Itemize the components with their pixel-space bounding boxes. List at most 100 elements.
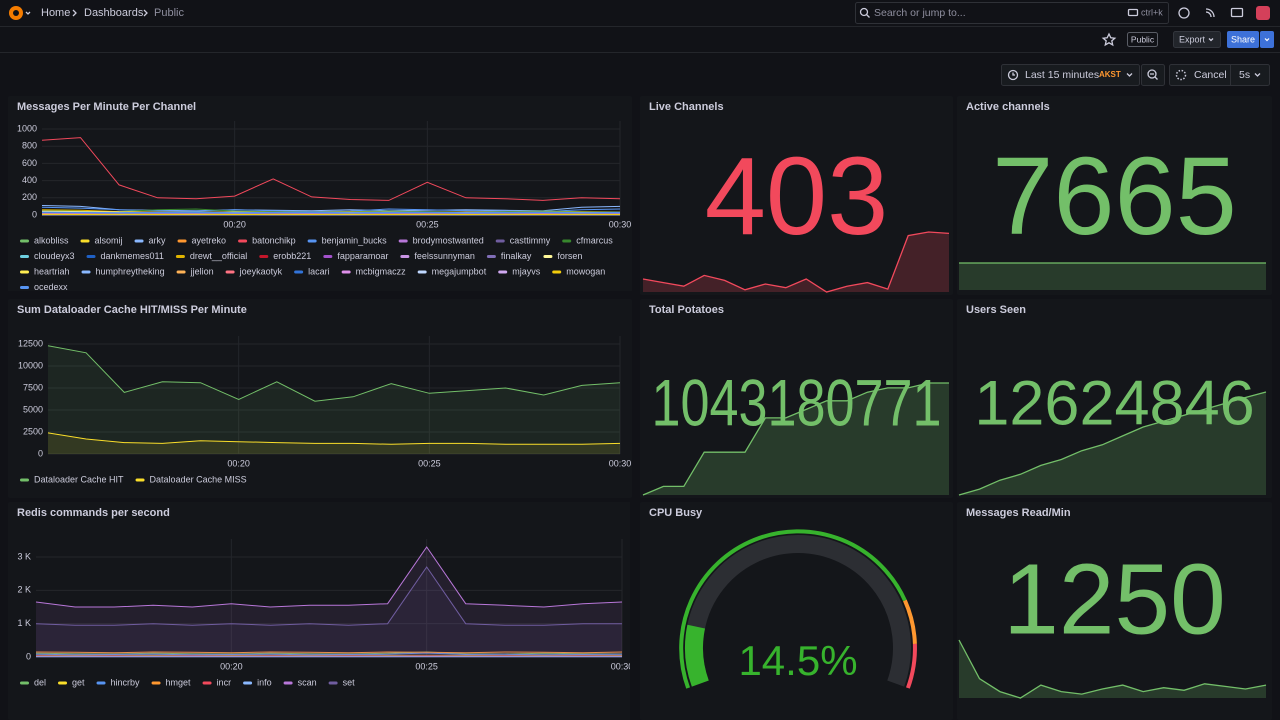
legend-label: cloudeyx3 [34, 251, 75, 261]
news-icon[interactable] [1205, 8, 1215, 18]
breadcrumb-home[interactable]: Home [41, 7, 70, 19]
cancel-label[interactable]: Cancel [1194, 69, 1227, 81]
panel: Users Seen 12624846 [957, 299, 1272, 498]
x-tick-label: 00:25 [415, 661, 438, 671]
star-icon[interactable] [1101, 32, 1117, 47]
public-badge [1127, 32, 1158, 47]
legend-marker [135, 478, 145, 482]
panel-title: Redis commands per second [17, 507, 170, 519]
legend-label: ocedexx [34, 282, 68, 292]
y-tick-label: 1000 [17, 123, 37, 133]
legend-marker [134, 239, 144, 243]
legend-label: arky [149, 235, 167, 245]
x-tick-label: 00:25 [418, 458, 441, 468]
legend-label: batonchikp [252, 235, 296, 245]
legend-label: incr [217, 677, 232, 687]
y-tick-label: 400 [22, 175, 37, 185]
legend-marker [562, 239, 572, 243]
sparkline-area [643, 383, 949, 495]
legend-label: scan [298, 677, 317, 687]
search-box[interactable] [855, 2, 1169, 24]
refresh-interval[interactable]: 5s [1239, 69, 1250, 81]
panel-title: Total Potatoes [649, 304, 724, 316]
legend-marker [177, 239, 187, 243]
series-line [35, 566, 622, 626]
legend-marker [20, 286, 29, 289]
y-tick-label: 2 K [17, 585, 31, 595]
panel-title: Users Seen [966, 304, 1026, 316]
legend-marker [96, 681, 106, 685]
y-tick-label: 0 [38, 448, 43, 458]
legend-label: feelssunnyman [414, 251, 475, 261]
panel-background [640, 96, 953, 295]
stat-value: 1043180771 [652, 365, 942, 439]
legend-label: dankmemes011 [101, 251, 164, 261]
legend-marker [398, 239, 408, 243]
y-tick-label: 2500 [23, 426, 43, 436]
sparkline [958, 391, 1267, 496]
legend-label: finalkay [501, 251, 532, 261]
share-chevron [1264, 38, 1270, 42]
sparkline [958, 639, 1267, 699]
legend-marker [58, 681, 68, 685]
gauge-track [685, 534, 911, 687]
panel: Active channels 7665 [957, 96, 1272, 295]
time-range-picker[interactable] [1001, 64, 1140, 86]
legend-label: forsen [557, 251, 582, 261]
stat-value: 12624846 [974, 369, 1254, 439]
gauge-threshold [903, 599, 917, 645]
legend-marker [80, 239, 90, 243]
legend-marker [175, 255, 185, 258]
export-button[interactable] [1173, 31, 1221, 48]
panel-background [8, 96, 632, 291]
legend-marker [238, 239, 248, 243]
panel-title: Messages Per Minute Per Channel [17, 101, 196, 113]
gauge-threshold [679, 529, 907, 689]
share-button[interactable] [1227, 31, 1259, 48]
panel-background [8, 299, 632, 498]
legend-marker [307, 239, 317, 243]
help-icon[interactable] [1178, 7, 1190, 19]
series-line [35, 651, 623, 654]
panel-title: Messages Read/Min [966, 507, 1071, 519]
legend-label: casttimmy [510, 235, 551, 245]
panel: Total Potatoes 1043180771 [640, 299, 953, 498]
timezone: AKST [1099, 70, 1121, 79]
breadcrumb-dashboards[interactable]: Dashboards [84, 7, 144, 19]
series-line [35, 546, 623, 608]
x-tick-label: 00:30 [609, 458, 632, 468]
avatar[interactable] [1256, 6, 1270, 20]
legend-marker [20, 239, 29, 243]
search-placeholder: Search or jump to... [874, 7, 966, 19]
stat-value: 403 [705, 135, 889, 258]
share-label: Share [1231, 34, 1255, 44]
legend-marker [400, 255, 410, 258]
export-label: Export [1179, 34, 1206, 44]
y-tick-label: 5000 [23, 404, 43, 414]
refresh-picker[interactable] [1169, 64, 1270, 86]
legend-marker [294, 270, 304, 274]
panel: Redis commands per second 0 1 K 2 K 3 K 00:20… [8, 502, 634, 720]
legend-label: lacari [308, 266, 330, 276]
legend-label: mcbigmaczz [356, 266, 407, 276]
y-tick-label: 800 [22, 141, 37, 151]
x-tick-label: 00:30 [611, 661, 634, 671]
legend-label: heartriah [34, 266, 70, 276]
zoom-icon [1150, 73, 1158, 80]
panel: Live Channels 403 [640, 96, 953, 295]
legend-label: benjamin_bucks [322, 235, 388, 245]
legend-marker [259, 255, 269, 258]
x-tick-label: 00:30 [609, 219, 632, 229]
legend-marker [20, 255, 29, 258]
legend-label: mjayvs [512, 266, 541, 276]
sparkline-area [959, 392, 1266, 495]
zoom-out-button[interactable] [1141, 64, 1165, 86]
legend-label: brodymostwanted [413, 235, 484, 245]
y-tick-label: 600 [22, 158, 37, 168]
kiosk-icon[interactable] [1230, 7, 1244, 18]
legend-label: Dataloader Cache HIT [34, 474, 124, 484]
share-dropdown[interactable] [1260, 31, 1274, 48]
legend-label: get [72, 677, 85, 687]
legend-label: alkobliss [34, 235, 69, 245]
